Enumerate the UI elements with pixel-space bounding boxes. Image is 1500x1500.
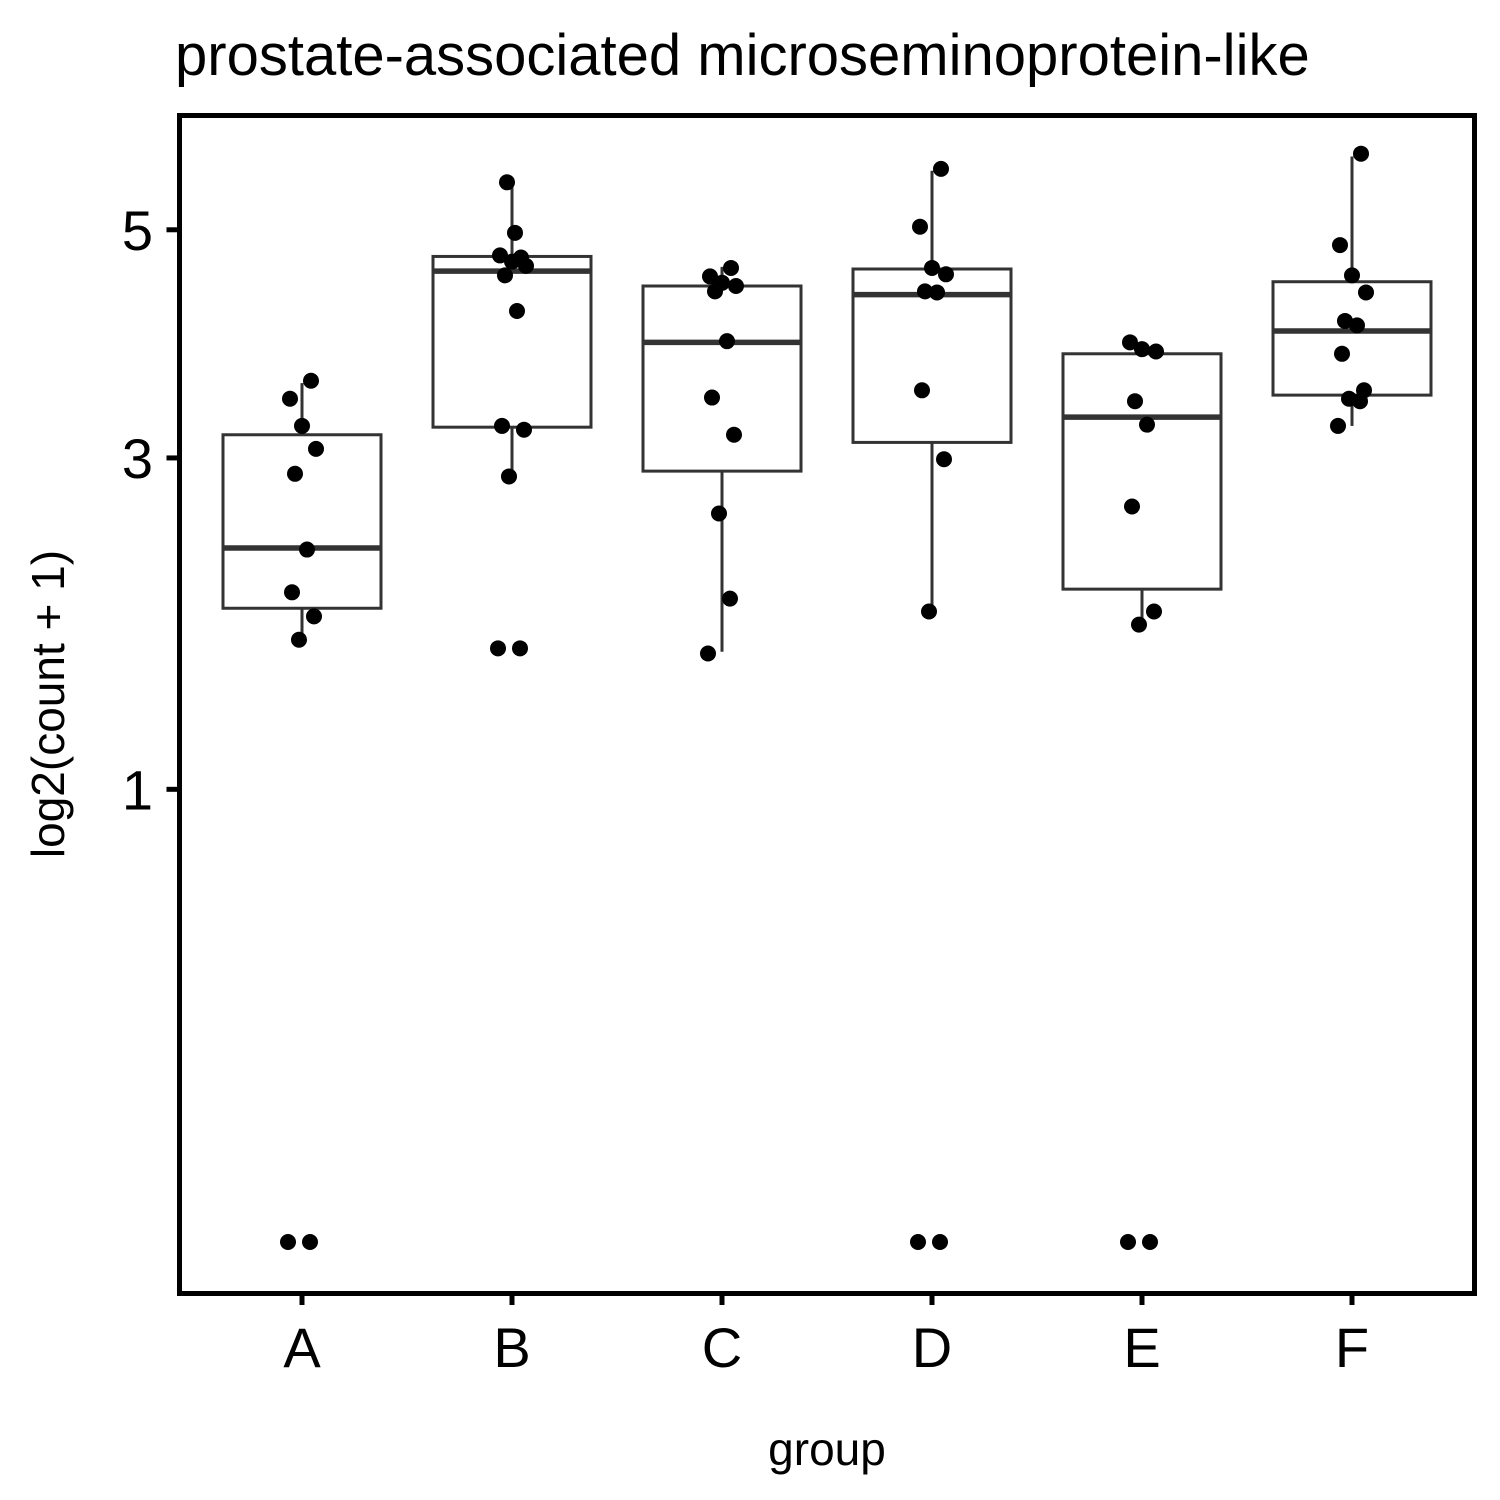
- data-point: [1344, 267, 1360, 284]
- data-point: [516, 421, 532, 438]
- data-point: [1353, 145, 1369, 162]
- data-point: [513, 249, 529, 266]
- data-point: [1142, 1234, 1158, 1250]
- data-point: [936, 451, 952, 468]
- data-point: [291, 631, 307, 648]
- box-group-b: [431, 182, 593, 481]
- data-point: [492, 247, 508, 264]
- data-point: [287, 465, 303, 482]
- data-point: [726, 426, 742, 443]
- data-point: [1127, 393, 1143, 410]
- data-point: [1146, 603, 1162, 620]
- points-group-c: [700, 259, 744, 662]
- data-point: [1356, 382, 1372, 399]
- box-iqr: [641, 284, 803, 473]
- data-point: [1358, 284, 1374, 301]
- x-tick-label: C: [702, 1316, 742, 1379]
- data-point: [512, 640, 528, 657]
- plot-area: [221, 145, 1433, 1250]
- points-group-d: [910, 160, 954, 1250]
- x-tick-label: F: [1335, 1316, 1369, 1379]
- data-point: [1341, 390, 1357, 407]
- x-tick-label: B: [493, 1316, 530, 1379]
- x-tick-label: E: [1123, 1316, 1160, 1379]
- data-point: [910, 1234, 926, 1250]
- data-point: [1334, 345, 1350, 362]
- data-point: [494, 417, 510, 434]
- data-point: [719, 333, 735, 350]
- box-group-e: [1061, 342, 1223, 619]
- data-point: [509, 302, 525, 319]
- data-point: [306, 608, 322, 625]
- data-point: [933, 160, 949, 177]
- y-axis: 1 3 5: [122, 199, 180, 821]
- data-point: [1131, 616, 1147, 633]
- data-point: [1337, 312, 1353, 329]
- y-tick-label: 3: [122, 427, 153, 490]
- data-point: [722, 590, 738, 607]
- data-point: [1330, 417, 1346, 434]
- points-group-b: [490, 174, 534, 657]
- data-point: [924, 259, 940, 276]
- data-point: [921, 603, 937, 620]
- data-point: [497, 267, 513, 284]
- y-axis-label: log2(count + 1): [22, 550, 74, 858]
- data-point: [914, 382, 930, 399]
- data-point: [1120, 1234, 1136, 1250]
- points-group-a: [280, 372, 324, 1250]
- chart-title: prostate-associated microseminoprotein-l…: [175, 23, 1310, 88]
- x-tick-label: D: [912, 1316, 952, 1379]
- data-point: [1349, 317, 1365, 334]
- data-point: [501, 468, 517, 485]
- data-point: [294, 417, 310, 434]
- box-group-f: [1271, 156, 1433, 426]
- data-point: [1124, 498, 1140, 515]
- data-point: [728, 278, 744, 295]
- data-point: [938, 266, 954, 283]
- x-axis-label: group: [768, 1423, 886, 1475]
- data-point: [507, 224, 523, 241]
- panel-border: [177, 113, 1477, 1296]
- data-point: [1332, 237, 1348, 254]
- data-point: [302, 1234, 318, 1250]
- box-iqr: [1271, 280, 1433, 397]
- box-iqr: [221, 433, 383, 610]
- data-point: [714, 274, 730, 291]
- data-point: [723, 259, 739, 276]
- box-group-a: [221, 383, 383, 639]
- box-iqr: [431, 254, 593, 429]
- data-point: [490, 640, 506, 657]
- data-point: [299, 541, 315, 558]
- data-point: [280, 1234, 296, 1250]
- points-group-f: [1330, 145, 1374, 434]
- y-tick-label: 1: [122, 758, 153, 821]
- data-point: [912, 218, 928, 235]
- data-point: [929, 284, 945, 301]
- box-iqr: [1061, 352, 1223, 591]
- data-point: [1148, 343, 1164, 360]
- box-group-d: [851, 170, 1013, 610]
- data-point: [308, 440, 324, 457]
- data-point: [282, 390, 298, 407]
- data-point: [917, 283, 933, 300]
- x-tick-label: A: [283, 1316, 321, 1379]
- data-point: [702, 268, 718, 285]
- data-point: [1122, 334, 1138, 351]
- data-point: [499, 174, 515, 191]
- box-group-c: [641, 266, 803, 652]
- y-tick-label: 5: [122, 199, 153, 262]
- data-point: [711, 505, 727, 522]
- data-point: [1139, 416, 1155, 433]
- data-point: [704, 389, 720, 406]
- points-group-e: [1120, 334, 1164, 1250]
- data-point: [700, 645, 716, 662]
- data-point: [284, 584, 300, 601]
- data-point: [932, 1234, 948, 1250]
- x-axis: A B C D E F: [283, 1293, 1369, 1379]
- data-point: [1134, 341, 1150, 358]
- data-point: [303, 372, 319, 389]
